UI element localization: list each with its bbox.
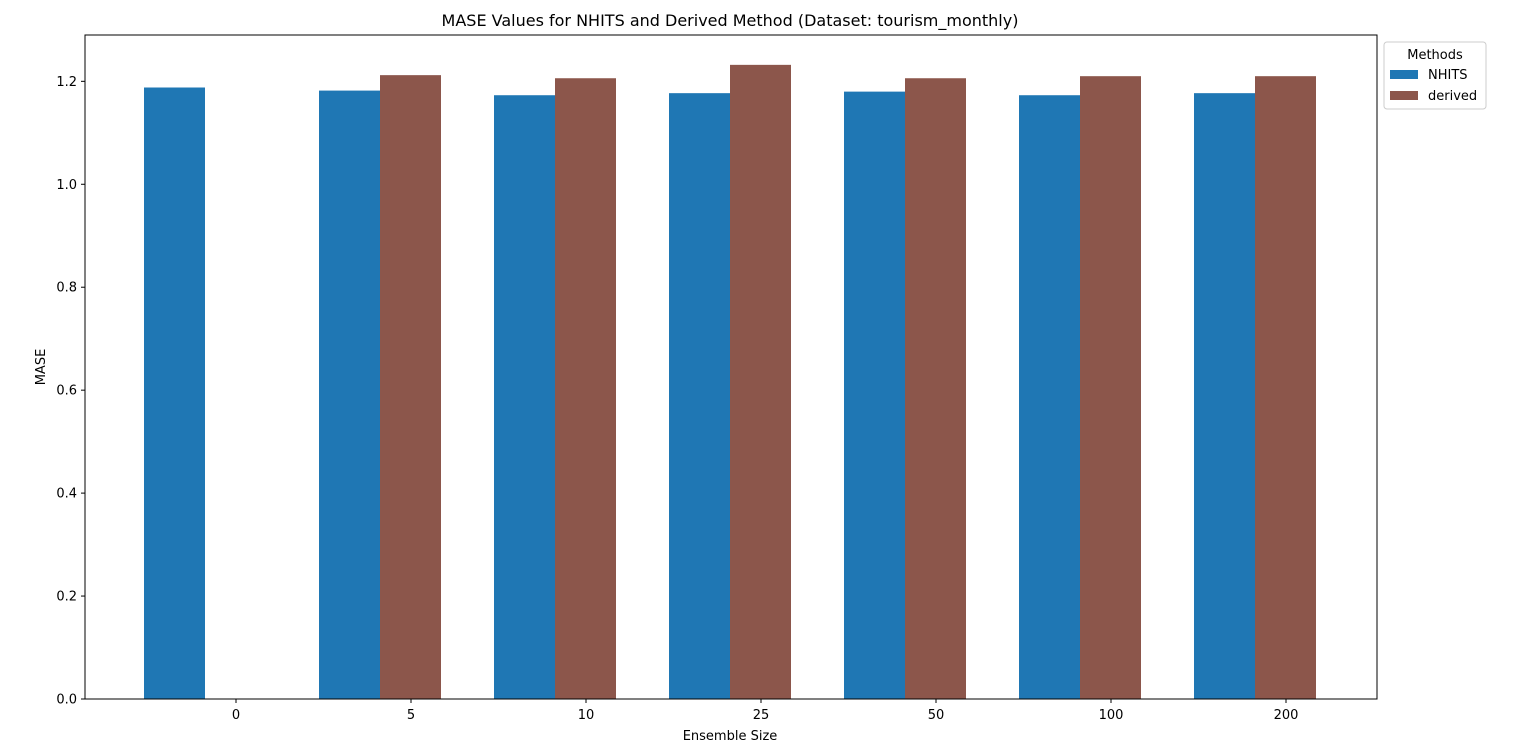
legend-swatch-nhits [1390, 70, 1418, 79]
y-tick-label: 0.6 [56, 384, 77, 399]
x-tick-label: 200 [1274, 708, 1299, 723]
y-tick-label: 1.2 [56, 75, 77, 90]
x-tick-label: 100 [1099, 708, 1124, 723]
bar-nhits-0 [144, 87, 205, 700]
y-axis-label: MASE [34, 349, 49, 386]
bar-derived-5 [380, 75, 441, 700]
y-tick-label: 0.8 [56, 281, 77, 296]
x-tick-label: 50 [928, 708, 945, 723]
x-tick-label: 0 [232, 708, 240, 723]
x-tick-label: 5 [407, 708, 415, 723]
legend-swatch-derived [1390, 91, 1418, 100]
y-axis: 0.0 0.2 0.4 0.6 0.8 1.0 1.2 [56, 75, 85, 708]
x-axis-label: Ensemble Size [683, 729, 778, 744]
legend-label-nhits: NHITS [1428, 68, 1468, 83]
bar-derived-10 [555, 78, 616, 700]
x-axis: 0 5 10 25 50 100 200 [232, 699, 1299, 723]
bar-derived-25 [730, 64, 791, 700]
y-tick-label: 0.0 [56, 693, 77, 708]
bar-nhits-5 [319, 90, 380, 699]
bar-derived-50 [905, 78, 966, 700]
bar-nhits-200 [1194, 93, 1255, 699]
chart-title: MASE Values for NHITS and Derived Method… [442, 11, 1019, 31]
legend-label-derived: derived [1428, 89, 1477, 104]
bar-nhits-50 [844, 91, 905, 699]
x-tick-label: 10 [578, 708, 595, 723]
x-tick-label: 25 [753, 708, 770, 723]
y-tick-label: 0.4 [56, 487, 77, 502]
bar-derived-200 [1255, 76, 1316, 700]
bars-group [144, 64, 1316, 700]
bar-nhits-25 [669, 93, 730, 699]
legend: Methods NHITS derived [1383, 41, 1487, 110]
bar-nhits-10 [494, 95, 555, 699]
plot-frame [84, 34, 1378, 700]
y-tick-label: 1.0 [56, 178, 77, 193]
legend-title: Methods [1407, 48, 1463, 63]
bar-nhits-100 [1019, 95, 1080, 699]
bar-derived-100 [1080, 76, 1141, 700]
y-tick-label: 0.2 [56, 590, 77, 605]
